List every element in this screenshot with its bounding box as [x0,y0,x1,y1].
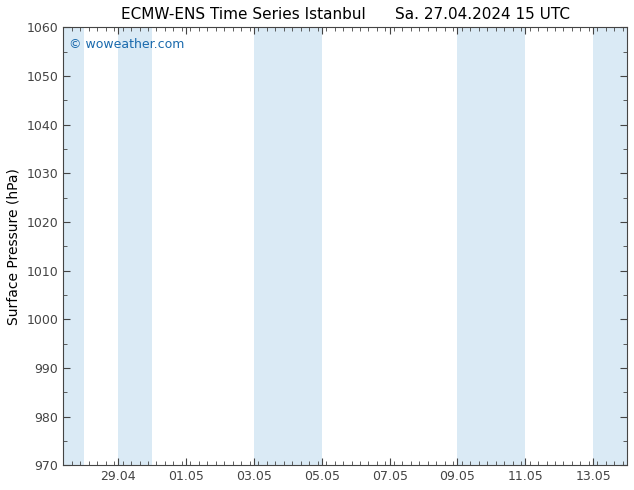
Bar [254,27,322,465]
Y-axis label: Surface Pressure (hPa): Surface Pressure (hPa) [7,168,21,325]
Text: © woweather.com: © woweather.com [69,38,184,51]
Bar [593,27,627,465]
Bar [458,27,526,465]
Bar [119,27,152,465]
Title: ECMW-ENS Time Series Istanbul      Sa. 27.04.2024 15 UTC: ECMW-ENS Time Series Istanbul Sa. 27.04.… [120,7,569,22]
Bar [63,27,84,465]
